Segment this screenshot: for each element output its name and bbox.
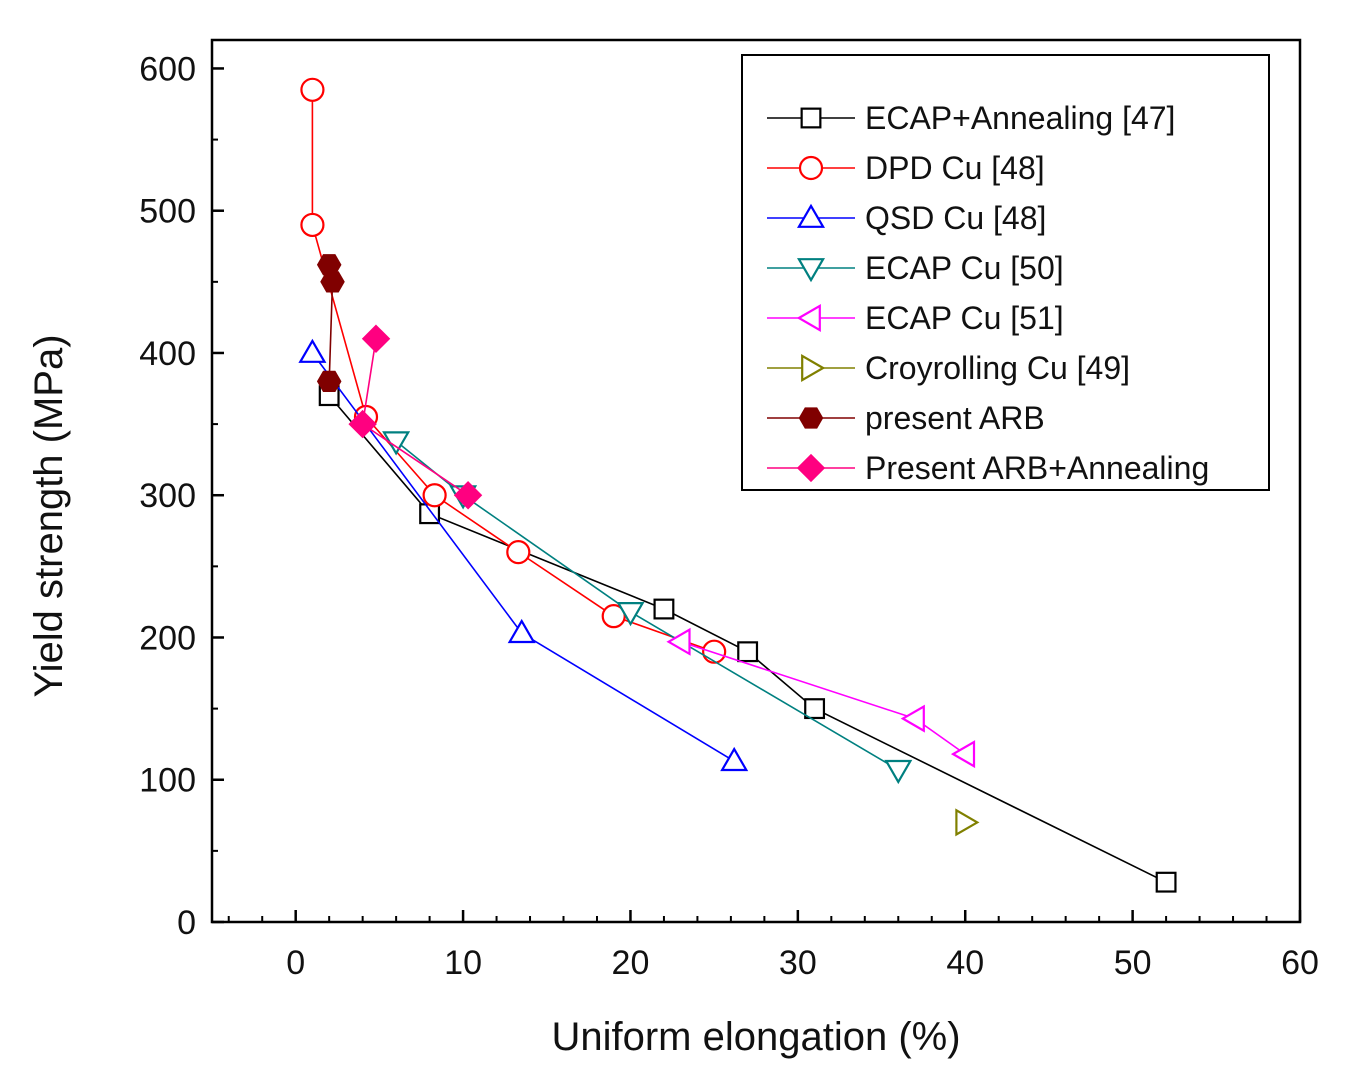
legend-label: ECAP+Annealing [47] bbox=[865, 100, 1175, 136]
y-tick-label: 0 bbox=[177, 904, 196, 942]
legend-marker bbox=[796, 258, 826, 283]
series-line bbox=[328, 395, 1167, 883]
data-point bbox=[737, 641, 759, 663]
series-1 bbox=[300, 77, 727, 664]
legend: ECAP+Annealing [47] DPD Cu [48] QSD Cu [48… bbox=[741, 54, 1270, 491]
legend-label: DPD Cu [48] bbox=[865, 150, 1045, 186]
data-point bbox=[955, 808, 980, 837]
x-tick-label: 20 bbox=[612, 944, 650, 982]
legend-marker bbox=[798, 155, 824, 181]
y-tick-label: 500 bbox=[139, 193, 196, 231]
x-tick-label: 40 bbox=[946, 944, 984, 982]
series-line bbox=[395, 440, 899, 771]
legend-label: QSD Cu [48] bbox=[865, 200, 1046, 236]
y-axis-title: Yield strength (MPa) bbox=[27, 334, 71, 697]
data-point bbox=[666, 627, 691, 656]
legend-label: Present ARB+Annealing bbox=[865, 450, 1209, 486]
data-point bbox=[361, 324, 391, 353]
legend-marker bbox=[796, 453, 826, 483]
x-tick-label: 30 bbox=[779, 944, 817, 982]
y-tick-label: 200 bbox=[139, 619, 196, 657]
data-point bbox=[300, 77, 325, 102]
data-point bbox=[300, 212, 325, 238]
data-point bbox=[900, 704, 925, 733]
data-point bbox=[616, 601, 645, 627]
data-point bbox=[348, 409, 377, 439]
legend-marker bbox=[796, 303, 821, 333]
data-point bbox=[1155, 871, 1177, 893]
series-2 bbox=[298, 338, 749, 772]
x-tick-label: 60 bbox=[1281, 944, 1319, 982]
data-point bbox=[507, 618, 536, 644]
data-point bbox=[320, 271, 345, 293]
y-tick-label: 100 bbox=[139, 762, 196, 800]
legend-marker bbox=[800, 107, 822, 129]
data-point bbox=[720, 746, 749, 772]
series-7 bbox=[348, 324, 483, 510]
series-5 bbox=[955, 808, 980, 837]
data-point bbox=[298, 338, 327, 363]
x-tick-label: 10 bbox=[444, 944, 482, 982]
data-point bbox=[804, 698, 826, 720]
data-point bbox=[453, 481, 483, 510]
x-tick-label: 0 bbox=[286, 944, 305, 982]
y-tick-label: 600 bbox=[139, 50, 196, 88]
x-tick-label: 50 bbox=[1114, 944, 1152, 982]
data-point bbox=[884, 759, 913, 785]
y-tick-label: 300 bbox=[139, 477, 196, 515]
series-4 bbox=[666, 627, 976, 769]
series-layer bbox=[298, 77, 1177, 893]
legend-label: present ARB bbox=[865, 400, 1045, 436]
y-tick-label: 400 bbox=[139, 335, 196, 373]
data-point bbox=[653, 598, 675, 620]
legend-label: ECAP Cu [51] bbox=[865, 300, 1064, 336]
data-point bbox=[950, 740, 976, 769]
legend-label: Croyrolling Cu [49] bbox=[865, 350, 1130, 386]
data-point bbox=[702, 639, 727, 664]
legend-marker bbox=[796, 203, 826, 228]
series-line bbox=[311, 89, 715, 653]
plot-frame bbox=[210, 38, 1302, 924]
series-line bbox=[361, 338, 469, 496]
data-point bbox=[316, 370, 342, 392]
data-point bbox=[506, 540, 531, 565]
legend-marker bbox=[798, 407, 824, 429]
series-6 bbox=[316, 254, 345, 392]
x-axis-title: Uniform elongation (%) bbox=[551, 1015, 960, 1059]
legend-label: ECAP Cu [50] bbox=[865, 250, 1064, 286]
legend-marker bbox=[801, 353, 826, 383]
series-0 bbox=[318, 385, 1177, 893]
data-point bbox=[422, 483, 447, 508]
